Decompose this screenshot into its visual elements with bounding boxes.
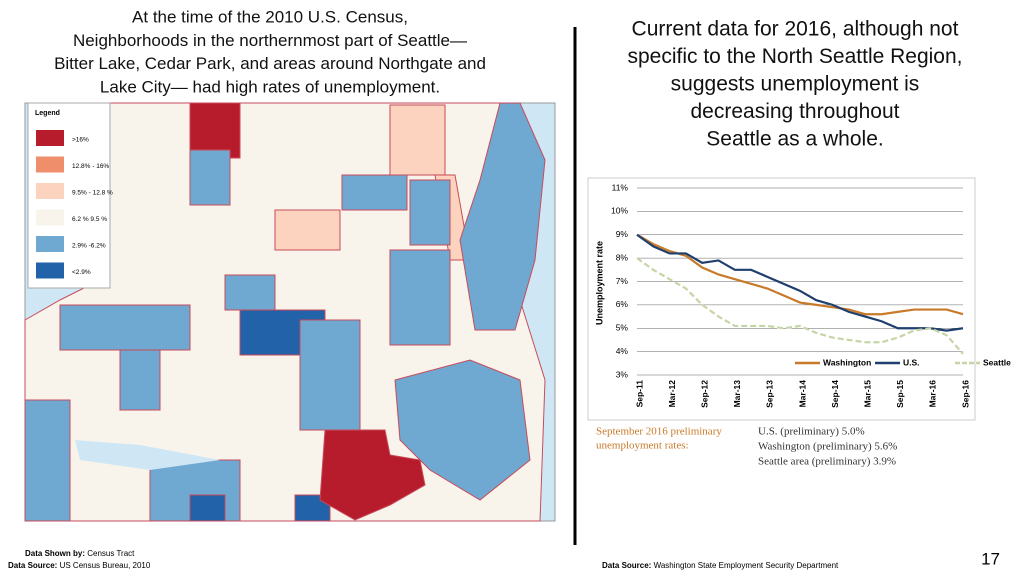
legend-swatch [36,156,64,173]
line [636,233,964,332]
legend-swatch [36,236,64,252]
x-tick-label: Mar-15 [862,380,872,408]
map-tract [389,104,446,176]
map-tract [299,319,361,431]
legend-label: U.S. [903,357,920,367]
map-tract [224,274,276,311]
legend-swatch [36,262,64,279]
y-tick-label: 11% [612,182,629,192]
x-tick-label: Mar-12 [667,380,677,408]
legend-label: >16% [72,137,89,144]
heading-line: Seattle as a whole. [706,128,883,151]
legend-label: 9.5% - 12.8 % [72,190,113,197]
y-tick-label: 3% [616,369,629,379]
map-tract [341,174,408,211]
heading-line: Neighborhoods in the northernmost part o… [73,31,467,50]
heading-line: suggests unemployment is [671,73,920,96]
map-tract [119,349,161,411]
y-tick-label: 7% [616,276,629,286]
legend-label: <2.9% [72,269,91,276]
y-tick-label: 8% [616,252,629,262]
x-tick-label: Mar-13 [732,380,742,408]
footer-text: Data Shown by: Census Tract [25,549,135,558]
map-tract [274,209,341,251]
chart-note: Seattle area (preliminary) 3.9% [758,456,896,468]
footer-text: Data Source: US Census Bureau, 2010 [8,561,151,570]
heading-line: Current data for 2016, although not [632,18,959,41]
line [636,257,964,355]
legend-label: 12.8% - 16% [72,163,109,170]
y-tick-label: 5% [616,323,629,333]
heading-line: At the time of the 2010 U.S. Census, [132,7,408,26]
x-tick-label: Sep-13 [765,380,775,408]
map-tract [409,179,451,246]
x-tick-label: Mar-14 [797,380,807,408]
footer-text: Data Source: Washington State Employment… [602,561,839,570]
x-tick-label: Sep-15 [895,380,905,408]
map-water [75,440,220,470]
map-tract [189,494,226,522]
legend-swatch [36,130,64,146]
map-legend: Legend >16% 12.8% - 16% 9.5% - 12.8 % 6.2 %… [27,102,113,289]
legend-label: Washington [823,357,871,367]
y-tick-label: 4% [616,346,629,356]
map-tract [389,249,451,346]
legend-label: 6.2 % 9.5 % [72,216,107,223]
heading-line: specific to the North Seattle Region, [627,45,962,68]
map-tract [24,399,71,522]
legend-swatch [36,209,64,226]
chart-note: Washington (preliminary) 5.6% [758,441,897,453]
x-tick-label: Mar-16 [928,380,938,408]
map [24,102,556,522]
y-axis-label: Unemployment rate [594,241,604,325]
legend-title: Legend [35,110,60,117]
y-tick-label: 9% [616,229,629,239]
chart-note-title: unemployment rates: [596,440,689,452]
y-tick-label: 10% [611,206,628,216]
heading-line: Bitter Lake, Cedar Park, and areas aroun… [54,54,486,73]
x-tick-label: Sep-14 [830,380,840,408]
map-tract [394,359,531,501]
x-tick-label: Sep-16 [960,380,970,408]
line [636,233,964,316]
legend-label: Seattle [983,357,1011,367]
chart-note: U.S. (preliminary) 5.0% [758,426,865,438]
map-tract [59,304,191,351]
x-tick-label: Sep-11 [634,380,644,408]
y-tick-label: 6% [616,299,629,309]
chart-note-title: September 2016 preliminary [596,426,722,438]
x-tick-label: Sep-12 [699,380,709,408]
chart-frame [587,177,976,421]
map-tract [459,102,546,331]
map-tract [319,429,426,521]
legend-label: 2.9% -6.2% [72,243,106,250]
heading-line: Lake City— had high rates of unemploymen… [100,77,440,96]
map-tract [189,149,231,206]
legend-swatch [36,183,64,199]
heading-line: decreasing throughout [691,100,900,123]
page-number: 17 [981,549,1000,568]
